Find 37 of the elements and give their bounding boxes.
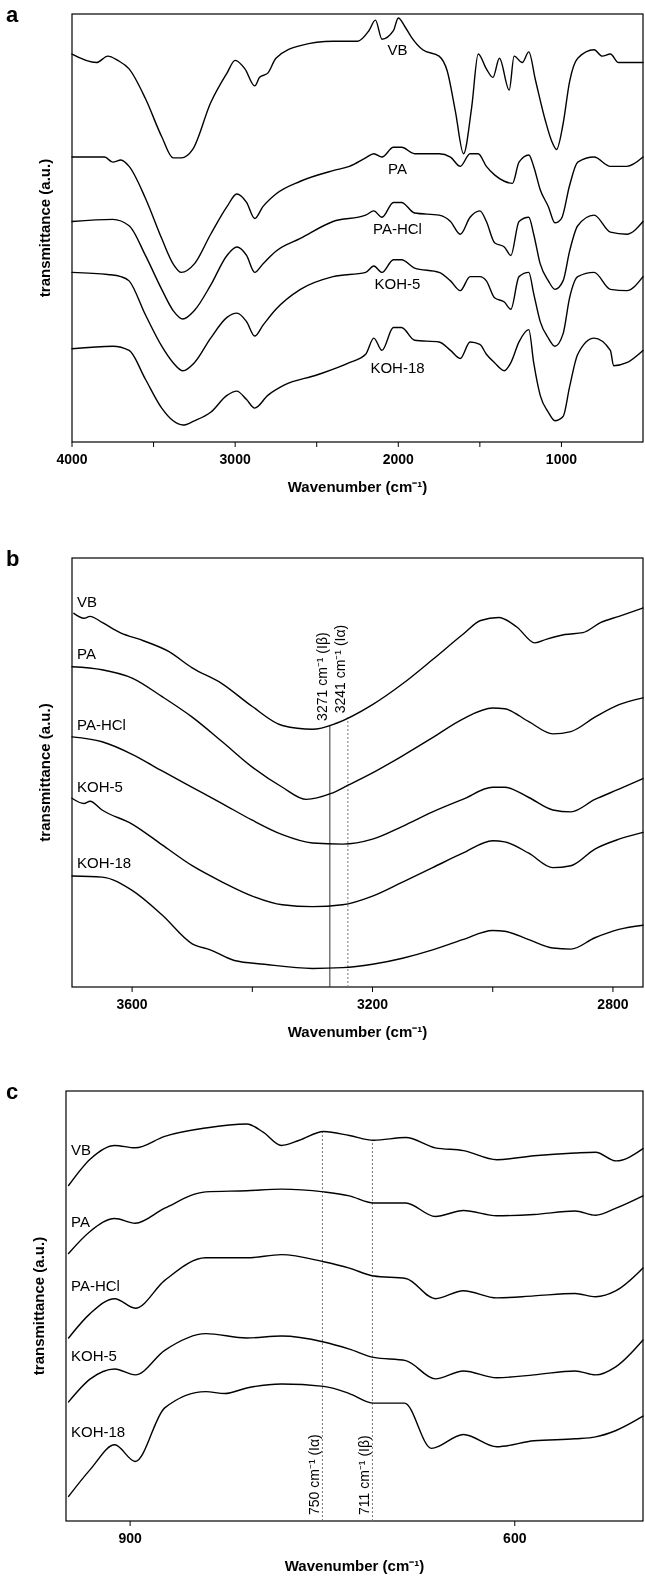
ref-line-label: 3271 cm⁻¹ (Iβ) [313, 632, 330, 721]
series-label: PA [77, 645, 96, 663]
series-label: VB [77, 592, 98, 610]
series-label: PA-HCl [373, 219, 422, 237]
y-axis-title: transmittance (a.u.) [36, 703, 53, 842]
x-axis-title: Wavenumber (cm⁻¹) [287, 478, 428, 495]
x-tick-label: 3600 [116, 996, 148, 1012]
x-tick-label: 900 [118, 1530, 142, 1546]
series-label: PA-HCl [71, 1276, 120, 1294]
y-axis-title: transmittance (a.u.) [30, 1236, 47, 1376]
y-axis-title: transmittance (a.u.) [36, 158, 53, 298]
x-tick-label: 2000 [382, 451, 415, 467]
chart-title: a [6, 2, 19, 27]
x-tick-label: 1000 [545, 451, 578, 467]
series-label: KOH-5 [71, 1347, 117, 1365]
x-tick-label: 3000 [219, 451, 251, 467]
chart-title: c [6, 1079, 19, 1104]
series-label: KOH-18 [77, 854, 132, 872]
x-axis-title: Wavenumber (cm⁻¹) [287, 1023, 428, 1040]
series-label: VB [71, 1141, 92, 1159]
series-label: KOH-5 [77, 778, 123, 796]
x-tick-label: 2800 [597, 996, 629, 1012]
series-label: PA [71, 1212, 90, 1230]
x-tick-label: 3200 [356, 996, 389, 1012]
chart-title: b [6, 546, 20, 571]
x-axis-title: Wavenumber (cm⁻¹) [284, 1557, 425, 1574]
series-label: PA [388, 159, 407, 177]
ref-line-label: 3241 cm⁻¹ (Iα) [331, 624, 348, 714]
x-tick-label: 600 [503, 1530, 527, 1546]
ref-line-label: 750 cm⁻¹ (Iα) [306, 1434, 323, 1515]
x-tick-label: 4000 [56, 451, 88, 467]
series-label: VB [387, 40, 408, 58]
series-label: KOH-18 [71, 1423, 126, 1440]
ref-line-label: 711 cm⁻¹ (Iβ) [356, 1435, 373, 1515]
series-label: PA-HCl [77, 715, 126, 733]
series-label: KOH-5 [374, 275, 421, 293]
series-label: KOH-18 [370, 359, 425, 377]
